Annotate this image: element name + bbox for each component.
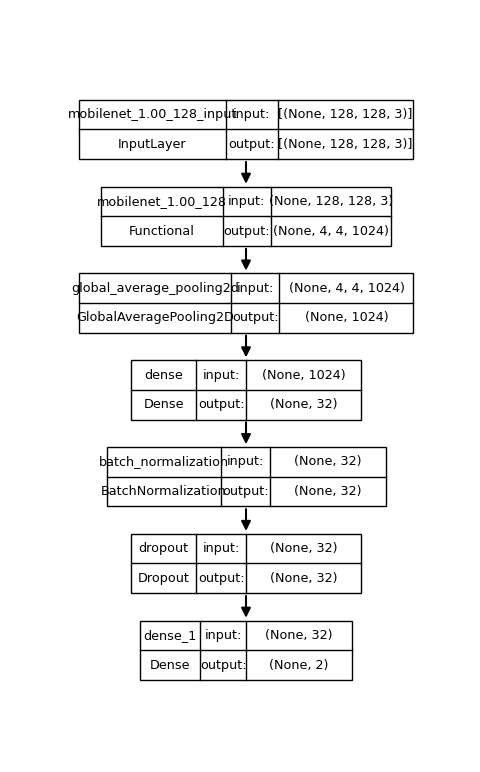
Text: (None, 1024): (None, 1024) — [305, 311, 388, 324]
FancyBboxPatch shape — [140, 621, 352, 680]
Text: Dense: Dense — [150, 659, 191, 672]
Text: input:: input: — [203, 368, 240, 381]
Text: input:: input: — [203, 542, 240, 555]
Text: input:: input: — [227, 455, 264, 469]
Text: (None, 32): (None, 32) — [270, 398, 337, 411]
FancyBboxPatch shape — [101, 187, 391, 246]
Text: input:: input: — [204, 629, 242, 642]
Text: Dropout: Dropout — [138, 572, 190, 585]
Text: (None, 4, 4, 1024): (None, 4, 4, 1024) — [288, 282, 404, 295]
FancyBboxPatch shape — [107, 447, 385, 506]
Text: global_average_pooling2d: global_average_pooling2d — [71, 282, 239, 295]
Text: (None, 32): (None, 32) — [294, 455, 361, 469]
Text: output:: output: — [222, 485, 269, 498]
FancyBboxPatch shape — [79, 100, 413, 159]
Text: [(None, 128, 128, 3)]: [(None, 128, 128, 3)] — [278, 108, 413, 121]
Text: input:: input: — [233, 108, 271, 121]
FancyBboxPatch shape — [131, 533, 361, 593]
Text: (None, 32): (None, 32) — [270, 542, 337, 555]
Text: (None, 32): (None, 32) — [294, 485, 361, 498]
Text: output:: output: — [198, 572, 244, 585]
Text: output:: output: — [200, 659, 247, 672]
Text: BatchNormalization: BatchNormalization — [101, 485, 227, 498]
Text: dense_1: dense_1 — [144, 629, 197, 642]
FancyBboxPatch shape — [131, 361, 361, 419]
Text: (None, 1024): (None, 1024) — [262, 368, 346, 381]
Text: batch_normalization: batch_normalization — [98, 455, 229, 469]
Text: (None, 2): (None, 2) — [269, 659, 329, 672]
Text: mobilenet_1.00_128: mobilenet_1.00_128 — [97, 195, 227, 208]
Text: output:: output: — [228, 138, 275, 151]
Text: Functional: Functional — [129, 225, 195, 238]
Text: [(None, 128, 128, 3)]: [(None, 128, 128, 3)] — [278, 138, 413, 151]
Text: input:: input: — [228, 195, 265, 208]
Text: output:: output: — [223, 225, 270, 238]
Text: Dense: Dense — [144, 398, 184, 411]
Text: input:: input: — [237, 282, 274, 295]
Text: dropout: dropout — [139, 542, 189, 555]
Text: output:: output: — [198, 398, 244, 411]
Text: (None, 32): (None, 32) — [265, 629, 333, 642]
Text: (None, 32): (None, 32) — [270, 572, 337, 585]
FancyBboxPatch shape — [79, 273, 413, 333]
Text: InputLayer: InputLayer — [118, 138, 187, 151]
Text: (None, 4, 4, 1024): (None, 4, 4, 1024) — [273, 225, 389, 238]
Text: dense: dense — [144, 368, 183, 381]
Text: mobilenet_1.00_128_input: mobilenet_1.00_128_input — [68, 108, 237, 121]
Text: GlobalAveragePooling2D: GlobalAveragePooling2D — [76, 311, 234, 324]
Text: (None, 128, 128, 3): (None, 128, 128, 3) — [269, 195, 393, 208]
Text: output:: output: — [232, 311, 278, 324]
